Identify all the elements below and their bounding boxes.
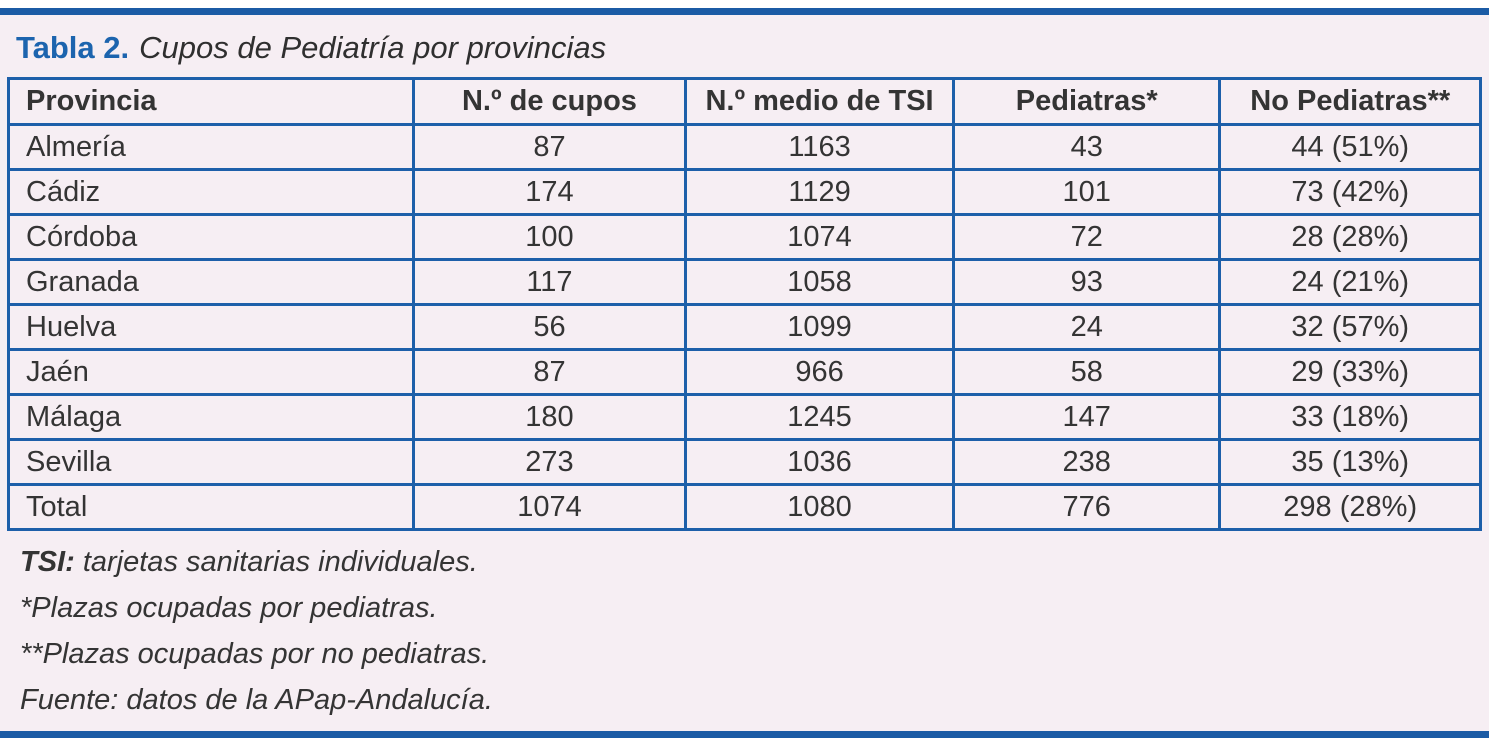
value-cell: 1245 <box>684 393 955 441</box>
province-cell: Granada <box>7 258 415 306</box>
table-caption: Cupos de Pediatría por provincias <box>139 30 607 65</box>
table-number-label: Tabla 2. <box>16 30 130 65</box>
value-cell: 1080 <box>684 483 955 531</box>
value-cell: 24 (21%) <box>1218 258 1482 306</box>
value-cell: 1099 <box>684 303 955 351</box>
table-row-cadiz: Cádiz 174 1129 101 73 (42%) <box>7 168 1482 216</box>
value-cell: 33 (18%) <box>1218 393 1482 441</box>
value-cell: 1129 <box>684 168 955 216</box>
value-cell: 43 <box>951 123 1222 171</box>
value-cell: 1036 <box>684 438 955 486</box>
value-cell: 101 <box>951 168 1222 216</box>
value-cell: 1074 <box>684 213 955 261</box>
value-cell: 273 <box>411 438 688 486</box>
value-cell: 29 (33%) <box>1218 348 1482 396</box>
column-header-n-medio-de-tsi: N.º medio de TSI <box>684 77 955 126</box>
table-title: Tabla 2. Cupos de Pediatría por provincia… <box>0 15 1489 77</box>
column-header-pediatras: Pediatras* <box>951 77 1222 126</box>
column-header-provincia: Provincia <box>7 77 415 126</box>
value-cell: 147 <box>951 393 1222 441</box>
value-cell: 35 (13%) <box>1218 438 1482 486</box>
province-cell: Total <box>7 483 415 531</box>
provinces-table: Provincia N.º de cupos N.º medio de TSI Ped… <box>7 77 1482 531</box>
value-cell: 1163 <box>684 123 955 171</box>
value-cell: 28 (28%) <box>1218 213 1482 261</box>
table-header-row: Provincia N.º de cupos N.º medio de TSI Ped… <box>7 77 1482 126</box>
table-row-huelva: Huelva 56 1099 24 32 (57%) <box>7 303 1482 351</box>
value-cell: 117 <box>411 258 688 306</box>
table-row-sevilla: Sevilla 273 1036 238 35 (13%) <box>7 438 1482 486</box>
value-cell: 174 <box>411 168 688 216</box>
value-cell: 298 (28%) <box>1218 483 1482 531</box>
value-cell: 238 <box>951 438 1222 486</box>
footnote-abbreviation: TSI: <box>20 546 75 578</box>
province-cell: Cádiz <box>7 168 415 216</box>
value-cell: 72 <box>951 213 1222 261</box>
column-header-n-de-cupos: N.º de cupos <box>411 77 688 126</box>
province-cell: Córdoba <box>7 213 415 261</box>
value-cell: 87 <box>411 348 688 396</box>
table-row-total: Total 1074 1080 776 298 (28%) <box>7 483 1482 531</box>
province-cell: Málaga <box>7 393 415 441</box>
province-cell: Huelva <box>7 303 415 351</box>
value-cell: 73 (42%) <box>1218 168 1482 216</box>
value-cell: 1058 <box>684 258 955 306</box>
table-row-malaga: Málaga 180 1245 147 33 (18%) <box>7 393 1482 441</box>
value-cell: 24 <box>951 303 1222 351</box>
value-cell: 44 (51%) <box>1218 123 1482 171</box>
province-cell: Sevilla <box>7 438 415 486</box>
table-footnotes: TSI: tarjetas sanitarias individuales. *P… <box>0 531 1489 723</box>
value-cell: 180 <box>411 393 688 441</box>
footnote-line-4: Fuente: datos de la APap-Andalucía. <box>20 684 493 716</box>
province-cell: Jaén <box>7 348 415 396</box>
value-cell: 966 <box>684 348 955 396</box>
table-panel: Tabla 2. Cupos de Pediatría por provincia… <box>0 8 1489 738</box>
table-row-almeria: Almería 87 1163 43 44 (51%) <box>7 123 1482 171</box>
value-cell: 87 <box>411 123 688 171</box>
footnote-line-2: *Plazas ocupadas por pediatras. <box>20 592 438 624</box>
value-cell: 58 <box>951 348 1222 396</box>
column-header-no-pediatras: No Pediatras** <box>1218 77 1482 126</box>
table-row-cordoba: Córdoba 100 1074 72 28 (28%) <box>7 213 1482 261</box>
value-cell: 93 <box>951 258 1222 306</box>
footnote-line-3: **Plazas ocupadas por no pediatras. <box>20 638 490 670</box>
footnote-line-1: TSI: tarjetas sanitarias individuales. <box>20 546 478 578</box>
province-cell: Almería <box>7 123 415 171</box>
value-cell: 1074 <box>411 483 688 531</box>
table-row-granada: Granada 117 1058 93 24 (21%) <box>7 258 1482 306</box>
value-cell: 32 (57%) <box>1218 303 1482 351</box>
value-cell: 100 <box>411 213 688 261</box>
value-cell: 56 <box>411 303 688 351</box>
table-row-jaen: Jaén 87 966 58 29 (33%) <box>7 348 1482 396</box>
value-cell: 776 <box>951 483 1222 531</box>
